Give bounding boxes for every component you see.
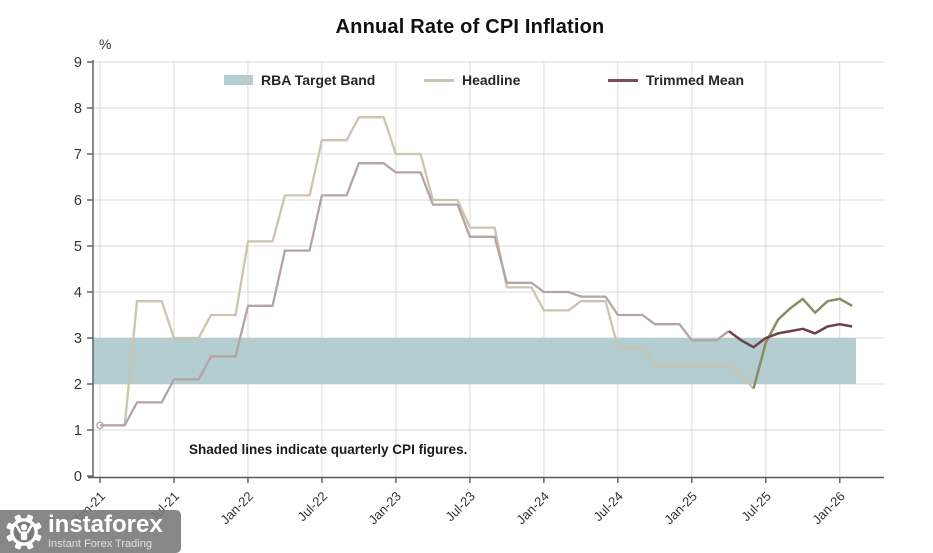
svg-text:Jan-24: Jan-24 [513, 489, 552, 528]
svg-text:5: 5 [74, 239, 82, 255]
svg-text:8: 8 [74, 101, 82, 117]
y-axis-unit-label: % [99, 36, 112, 52]
trimmed-mean-quarterly-line [100, 162, 730, 427]
legend-label: Headline [462, 72, 521, 88]
svg-text:Jul-23: Jul-23 [442, 489, 478, 525]
svg-text:Jan-23: Jan-23 [365, 489, 404, 528]
svg-text:4: 4 [74, 285, 82, 301]
instaforex-watermark: instaforex Instant Forex Trading [0, 510, 181, 553]
headline-monthly-line [752, 297, 853, 389]
svg-text:6: 6 [74, 193, 82, 209]
rba-target-band-swatch [224, 75, 253, 85]
svg-text:9: 9 [74, 55, 82, 71]
svg-text:3: 3 [74, 331, 82, 347]
x-tick-labels: Jan-21 Jul-21 Jan-22 Jul-22 Jan-23 Jul-23 Jan-… [69, 489, 848, 528]
axes [87, 60, 884, 483]
headline-line-swatch [424, 78, 454, 82]
gridlines [93, 61, 884, 477]
svg-text:1: 1 [74, 423, 82, 439]
y-tick-labels: 0 1 2 3 4 5 6 7 8 9 [74, 55, 82, 485]
svg-text:Jul-22: Jul-22 [294, 489, 330, 525]
trimmed-mean-line-swatch [608, 78, 638, 82]
instaforex-gear-icon [6, 514, 42, 549]
legend-label: Trimmed Mean [646, 72, 745, 88]
chart-note: Shaded lines indicate quarterly CPI figu… [189, 442, 468, 457]
watermark-brand-name: instaforex [48, 511, 163, 538]
svg-text:0: 0 [74, 469, 82, 485]
svg-text:Jan-22: Jan-22 [217, 489, 256, 528]
trimmed-mean-monthly-line [728, 322, 853, 349]
legend-item-headline: Headline [424, 71, 520, 89]
chart-title: Annual Rate of CPI Inflation [335, 16, 605, 38]
headline-quarterly-line [100, 116, 755, 427]
legend-item-rba-target-band: RBA Target Band [224, 71, 375, 89]
svg-text:2: 2 [74, 377, 82, 393]
rba-target-band [93, 338, 856, 384]
legend-item-trimmed-mean: Trimmed Mean [608, 71, 744, 89]
svg-text:Jul-25: Jul-25 [738, 489, 774, 525]
watermark-tagline: Instant Forex Trading [48, 538, 152, 550]
svg-text:Jan-25: Jan-25 [661, 489, 700, 528]
svg-text:Jul-24: Jul-24 [590, 489, 626, 525]
svg-text:7: 7 [74, 147, 82, 163]
legend-label: RBA Target Band [261, 72, 376, 88]
svg-text:Jan-26: Jan-26 [809, 489, 848, 528]
